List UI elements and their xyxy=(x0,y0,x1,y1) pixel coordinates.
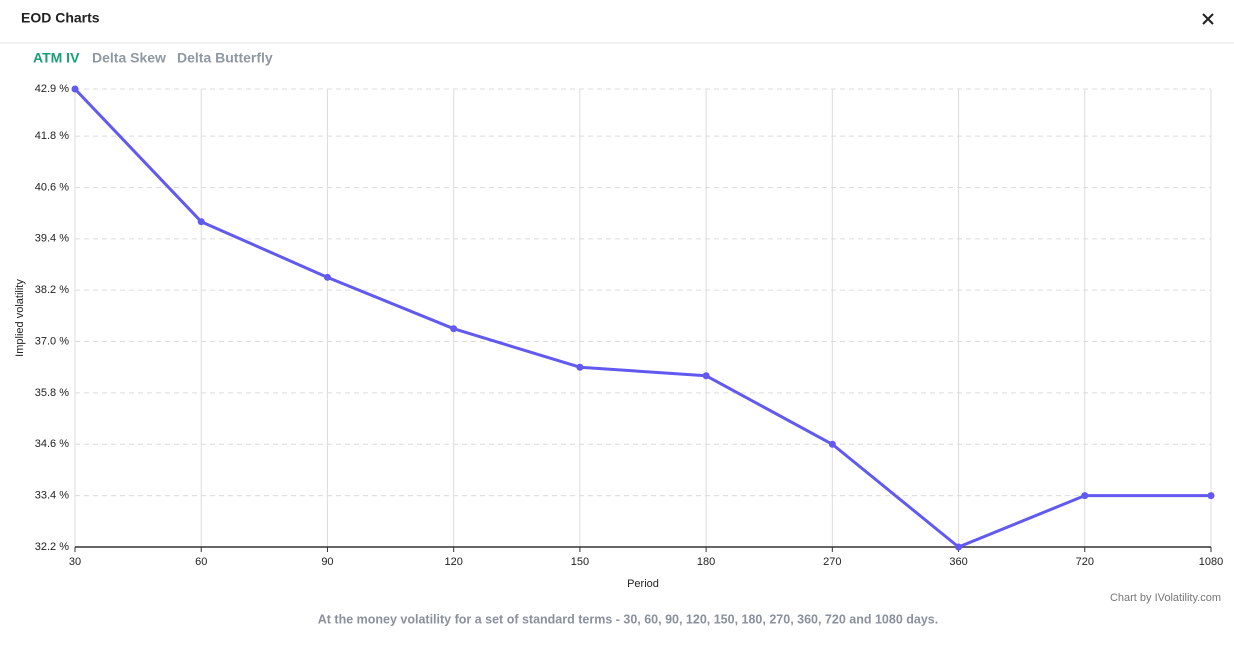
chart-caption: At the money volatility for a set of sta… xyxy=(318,612,938,626)
y-tick-label: 35.8 % xyxy=(35,387,69,399)
y-tick-label: 34.6 % xyxy=(35,438,69,450)
x-axis-label: Period xyxy=(627,578,659,590)
data-point xyxy=(197,218,205,226)
x-tick-label: 30 xyxy=(69,556,81,568)
y-tick-label: 32.2 % xyxy=(35,541,69,553)
x-tick-label: 90 xyxy=(321,556,333,568)
y-tick-label: 42.9 % xyxy=(35,83,69,95)
data-point xyxy=(955,543,963,551)
y-tick-label: 37.0 % xyxy=(35,335,69,347)
data-point xyxy=(576,363,584,371)
data-point xyxy=(1207,492,1215,500)
data-point xyxy=(702,372,710,380)
close-button[interactable] xyxy=(1202,13,1214,25)
x-tick-label: 120 xyxy=(444,556,462,568)
y-tick-label: 38.2 % xyxy=(35,284,69,296)
y-tick-label: 39.4 % xyxy=(35,233,69,245)
x-tick-label: 720 xyxy=(1076,556,1094,568)
tab[interactable]: Delta Skew xyxy=(92,50,166,66)
close-icon xyxy=(1202,13,1214,25)
data-point xyxy=(450,325,458,333)
tab[interactable]: ATM IV xyxy=(33,50,80,66)
x-tick-label: 1080 xyxy=(1199,556,1223,568)
x-tick-label: 270 xyxy=(823,556,841,568)
y-axis-label: Implied volatility xyxy=(14,279,26,357)
dialog-title: EOD Charts xyxy=(21,10,100,26)
chart-credit: Chart by IVolatility.com xyxy=(1110,592,1221,604)
x-tick-label: 150 xyxy=(571,556,589,568)
data-point xyxy=(71,85,79,93)
x-tick-label: 180 xyxy=(697,556,715,568)
y-tick-label: 41.8 % xyxy=(35,130,69,142)
tab[interactable]: Delta Butterfly xyxy=(177,50,273,66)
x-tick-label: 60 xyxy=(195,556,207,568)
series-line xyxy=(73,87,1211,549)
y-tick-label: 33.4 % xyxy=(35,490,69,502)
x-tick-label: 360 xyxy=(949,556,967,568)
y-tick-label: 40.6 % xyxy=(35,181,69,193)
data-point xyxy=(1081,492,1089,500)
data-point xyxy=(828,440,836,448)
data-point xyxy=(323,273,331,281)
